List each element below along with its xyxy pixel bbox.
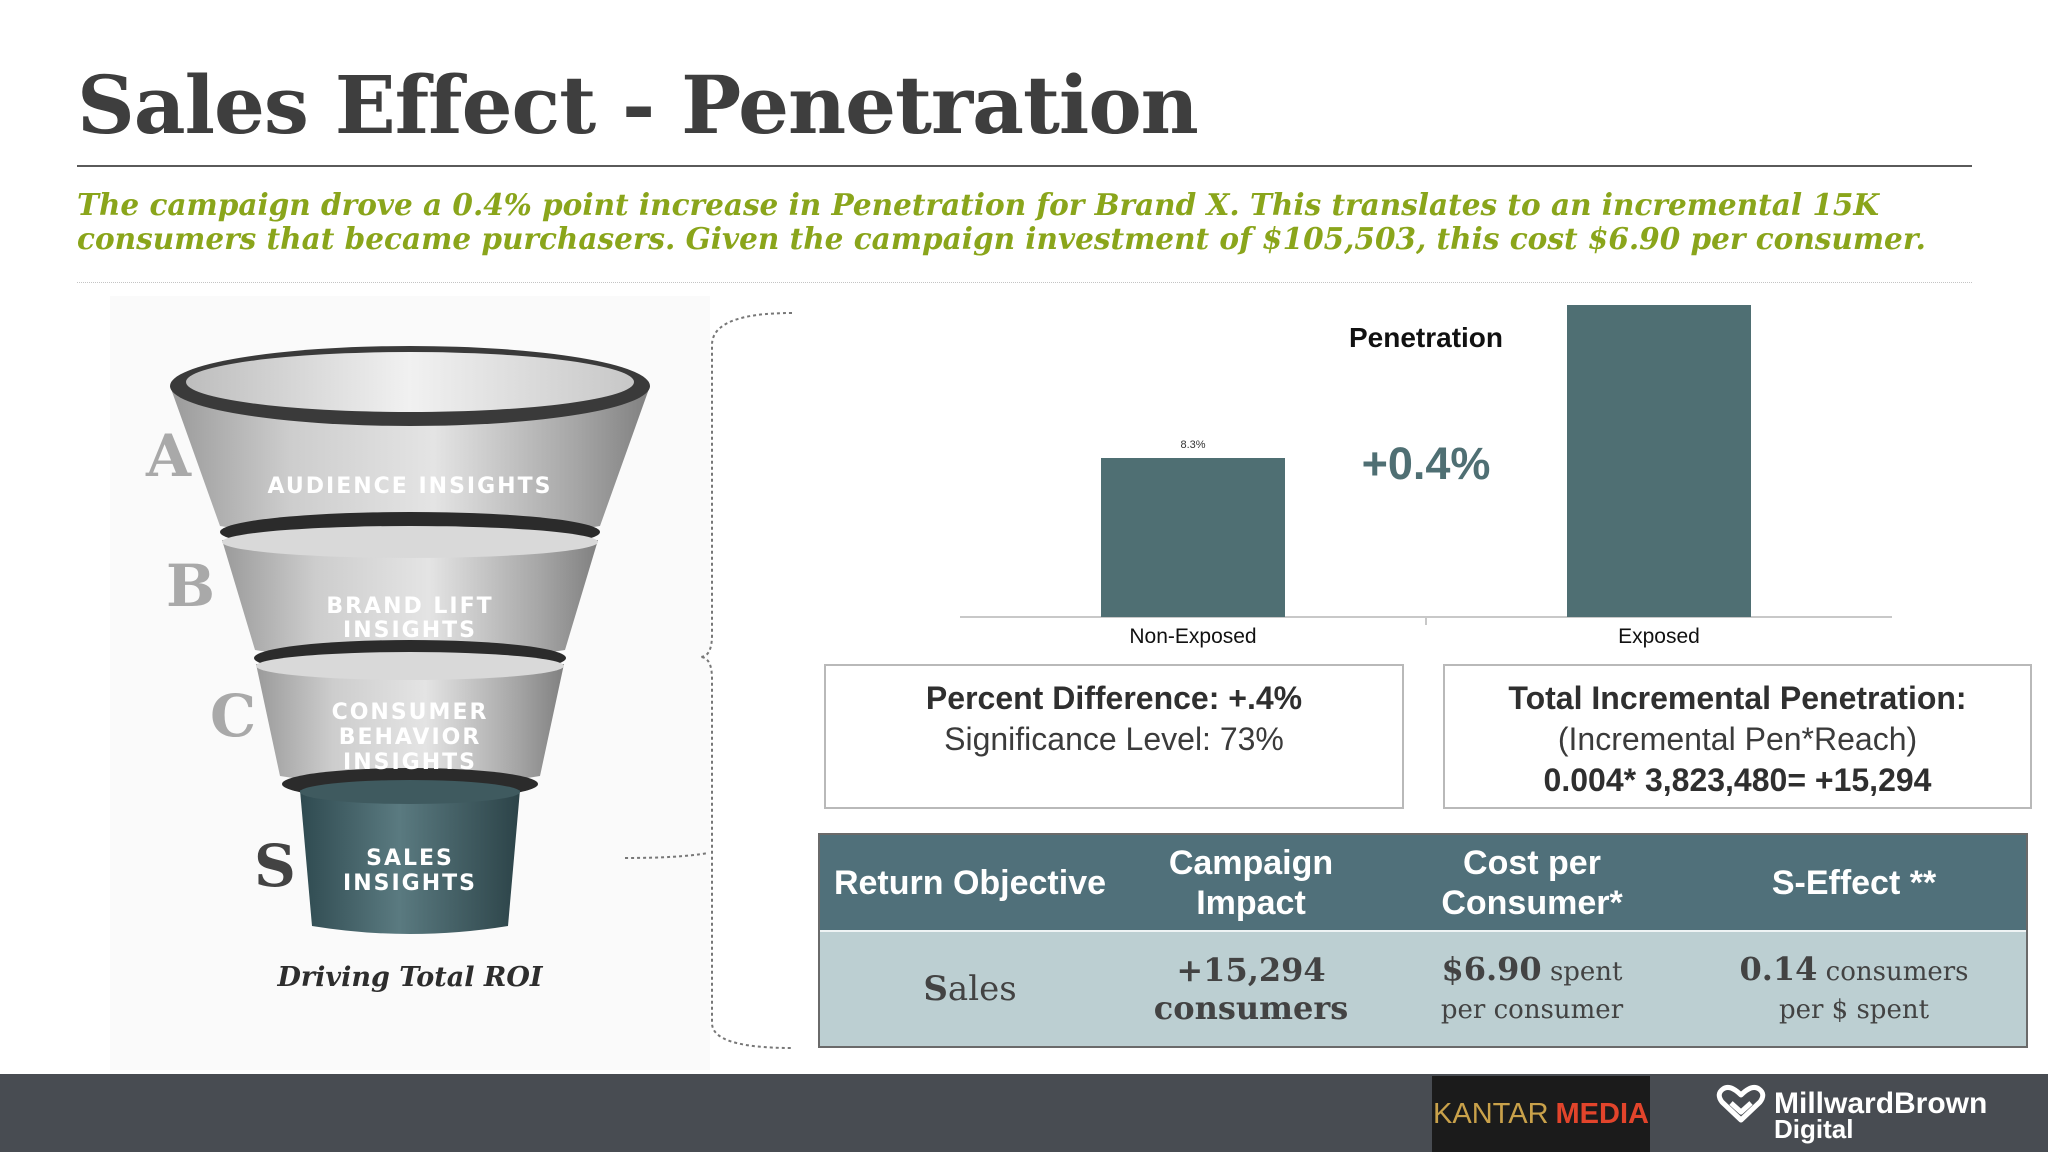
stage-label-c2: BEHAVIOR [339, 725, 482, 750]
cell-cost-per-consumer: $6.90 spent per consumer [1440, 949, 1624, 1025]
incremental-penetration-calculation: 0.004* 3,823,480= +15,294 [1543, 762, 1932, 798]
funnel-caption: Driving Total ROI [277, 962, 544, 993]
bar-exposed [1567, 305, 1751, 617]
incremental-penetration-formula: (Incremental Pen*Reach) [1557, 721, 1918, 757]
summary-text: The campaign drove a 0.4% point increase… [77, 187, 1926, 256]
header-s-effect: S-Effect ** [1771, 863, 1937, 902]
summary-divider [77, 282, 1972, 283]
percent-difference-text: Percent Difference: +.4% [925, 680, 1303, 716]
roi-table-row: Sales +15,294 consumers $6.90 spent per … [820, 930, 2026, 1046]
incremental-penetration-box: Total Incremental Penetration: (Incremen… [1443, 664, 2032, 809]
stage-label-a: AUDIENCE INSIGHTS [268, 474, 553, 499]
category-label-exposed: Exposed [1618, 625, 1700, 648]
millward-brown-name: MillwardBrown [1774, 1087, 1988, 1120]
chart-title: Penetration [1349, 322, 1503, 353]
footer-bar [0, 1074, 2048, 1152]
bracket-connector [624, 312, 793, 1049]
header-cost-per-consumer: Cost per Consumer* [1441, 843, 1623, 922]
funnel-graphic: A B C S AUDIENCE INSIGHTS BRAND LIFT INS… [145, 346, 650, 993]
data-label-non-exposed: 8.3% [1180, 439, 1205, 451]
penetration-chart: Penetration +0.4% 8.3%Non-Exposed8.7%Exp… [960, 305, 1892, 648]
heart-icon [1716, 1085, 1766, 1123]
funnel-segment-c [256, 664, 564, 787]
stage-letter-a: A [145, 422, 192, 490]
cell-return-objective: Sales [923, 969, 1017, 1009]
funnel-segment-s [300, 790, 520, 934]
incremental-penetration-heading: Total Incremental Penetration: [1508, 680, 1967, 716]
funnel-segment-a [170, 386, 650, 542]
stage-label-c1: CONSUMER [332, 700, 489, 725]
kantar-media-logo: KANTAR MEDIA [1432, 1076, 1650, 1152]
stage-label-c3: INSIGHTS [343, 750, 477, 775]
millward-brown-digital: Digital [1774, 1114, 1854, 1144]
page-title: Sales Effect - Penetration [77, 58, 1199, 152]
funnel-segment-b [222, 540, 598, 663]
stage-letter-b: B [166, 552, 215, 620]
stage-letter-c: C [210, 682, 256, 750]
cell-s-effect: 0.14 consumers per $ spent [1739, 949, 1969, 1025]
cell-campaign-impact: +15,294 consumers [1153, 951, 1349, 1027]
stage-letter-s: S [254, 832, 296, 900]
title-divider [77, 165, 1972, 167]
chart-difference-annotation: +0.4% [1362, 438, 1491, 489]
percent-difference-box: Percent Difference: +.4% Significance Le… [824, 664, 1404, 809]
category-label-non-exposed: Non-Exposed [1129, 625, 1256, 648]
stage-label-b1: BRAND LIFT [326, 594, 493, 619]
bar-non-exposed [1101, 458, 1285, 617]
stage-label-s2: INSIGHTS [343, 871, 477, 896]
stage-label-s1: SALES [366, 846, 454, 871]
significance-level-text: Significance Level: 73% [944, 721, 1284, 757]
roi-table: Return Objective Campaign Impact Cost per… [818, 833, 2028, 1048]
roi-table-header-row: Return Objective Campaign Impact Cost per… [820, 835, 2026, 930]
header-return-objective: Return Objective [833, 863, 1107, 902]
millward-brown-logo: MillwardBrown Digital [1716, 1080, 2016, 1150]
header-campaign-impact: Campaign Impact [1168, 843, 1334, 922]
stage-label-b2: INSIGHTS [343, 618, 477, 643]
